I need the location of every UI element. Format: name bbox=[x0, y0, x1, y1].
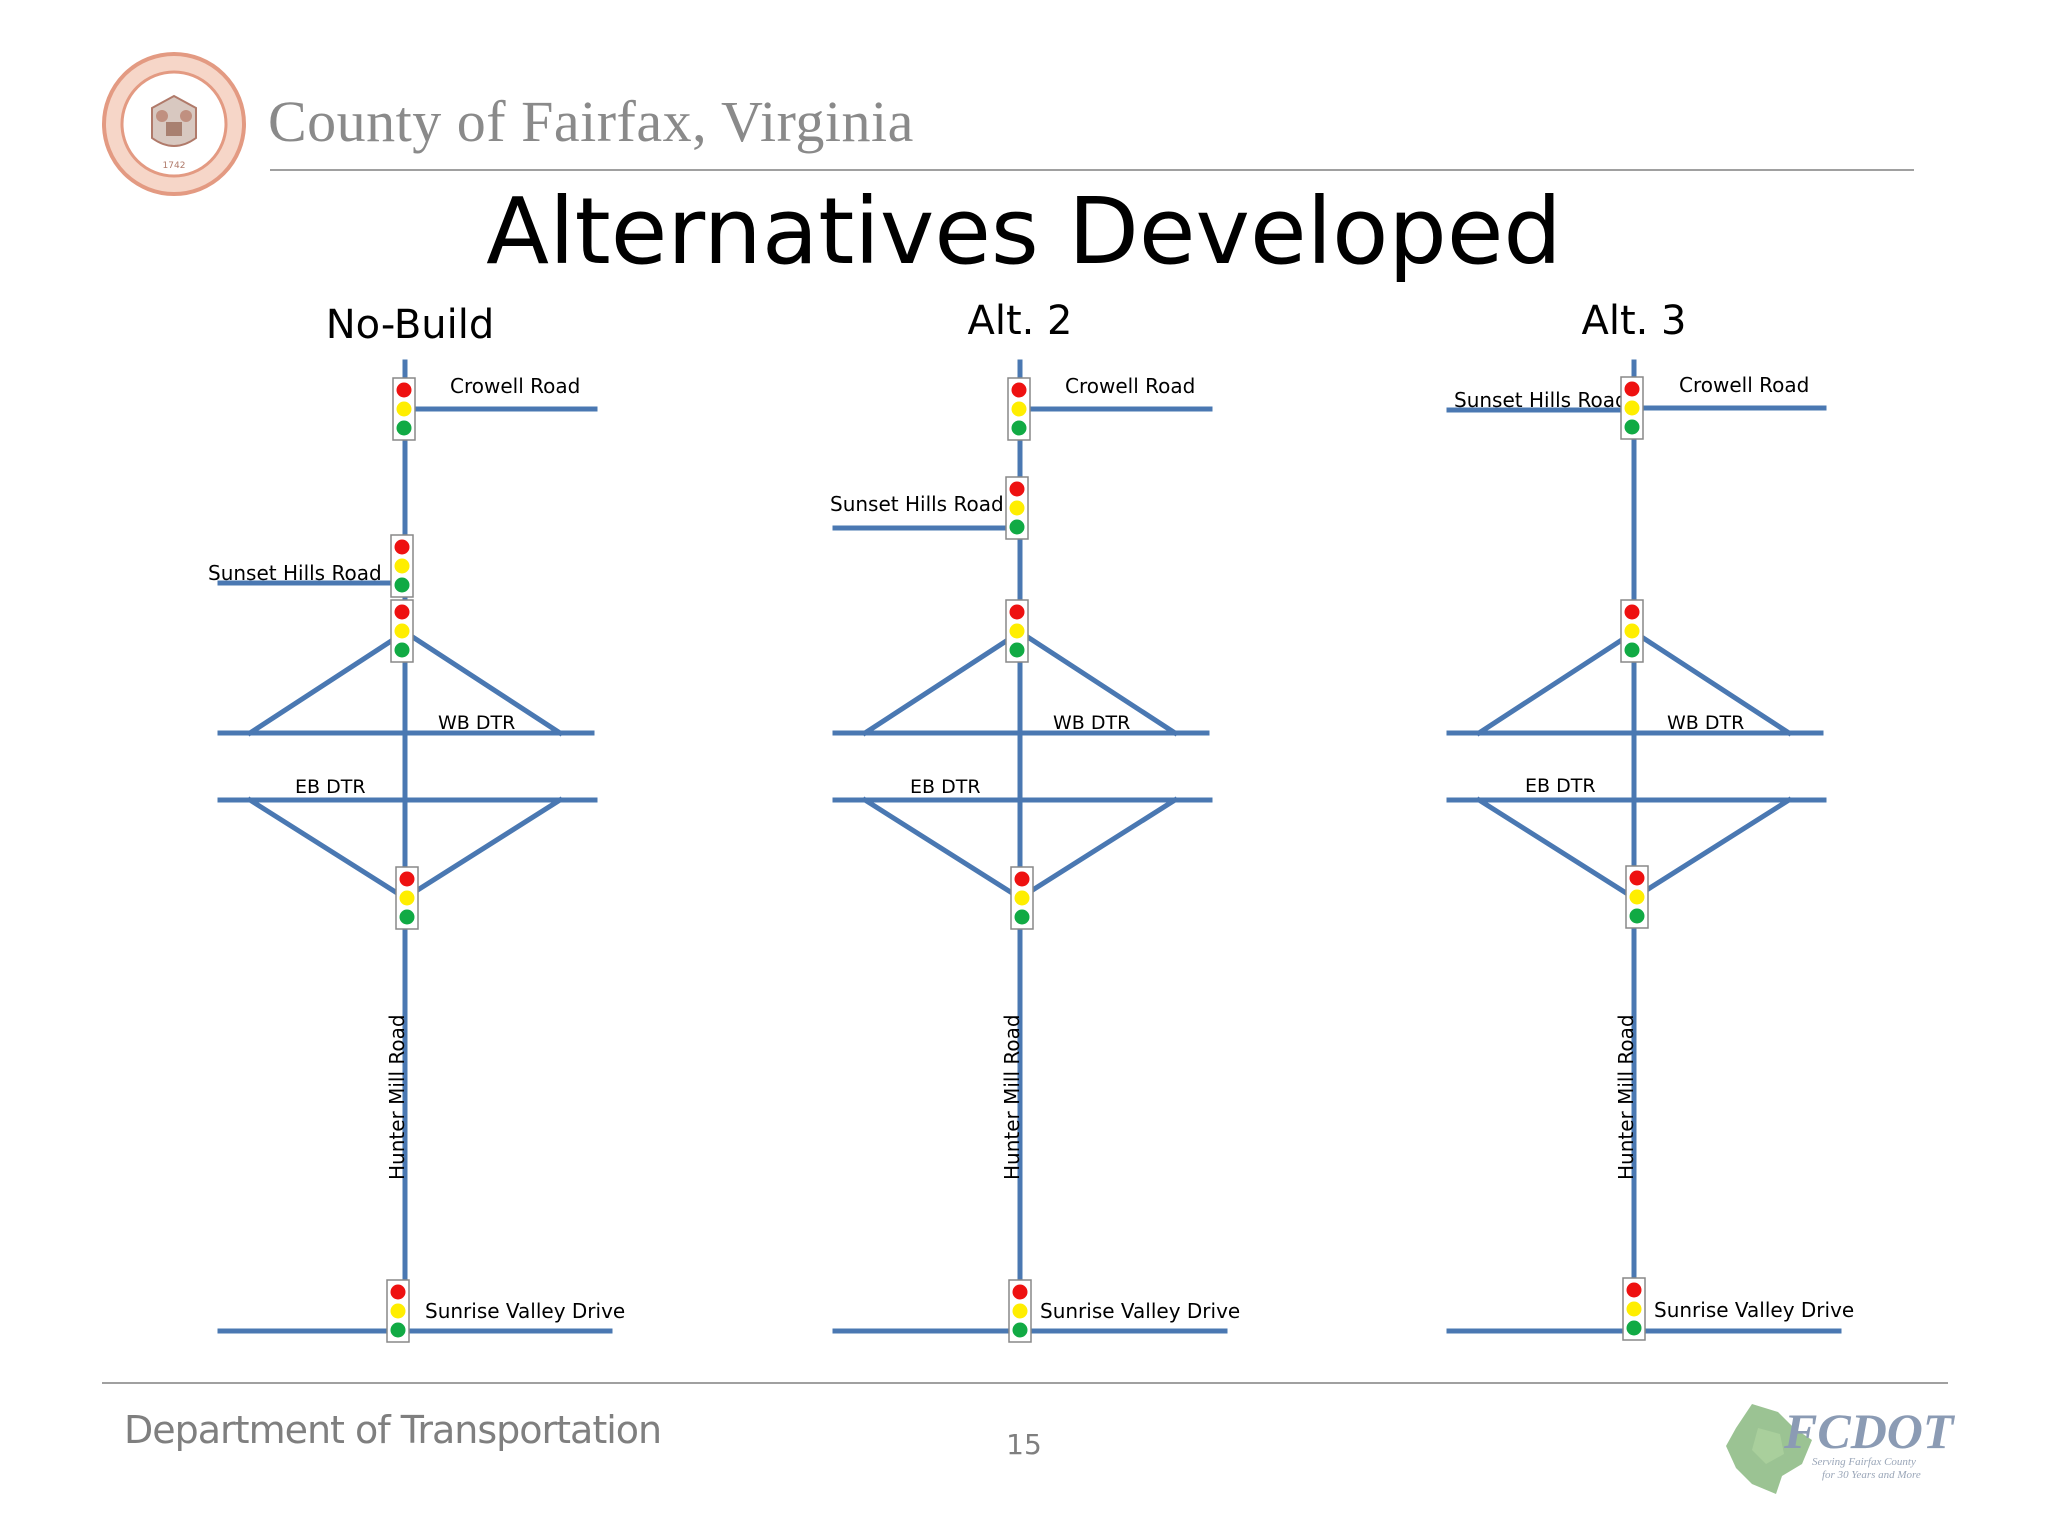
signal-light-yellow bbox=[1014, 890, 1030, 906]
signal-light-green bbox=[1014, 909, 1030, 925]
signal-light-green bbox=[394, 577, 410, 593]
county-name: County of Fairfax, Virginia bbox=[268, 89, 914, 154]
signal-light-green bbox=[1624, 419, 1640, 435]
signal-light-green bbox=[1011, 420, 1027, 436]
label-hunter-mill-road: Hunter Mill Road bbox=[1614, 1014, 1638, 1180]
traffic-signal-crowell bbox=[1620, 376, 1644, 440]
signal-light-yellow bbox=[1012, 1303, 1028, 1319]
label-eb-dtr: EB DTR bbox=[910, 776, 981, 798]
signal-light-green bbox=[1626, 1320, 1642, 1336]
signal-light-yellow bbox=[390, 1303, 406, 1319]
signal-light-green bbox=[390, 1322, 406, 1338]
signal-light-red bbox=[1629, 870, 1645, 886]
label-eb-dtr: EB DTR bbox=[295, 776, 366, 798]
alt-title-alt-2: Alt. 2 bbox=[967, 298, 1073, 344]
signal-light-red bbox=[394, 604, 410, 620]
label-crowell-road: Crowell Road bbox=[1065, 374, 1195, 398]
traffic-signal-eb-dtr bbox=[1625, 865, 1649, 929]
signal-light-green bbox=[1009, 519, 1025, 535]
label-hunter-mill-road: Hunter Mill Road bbox=[1000, 1014, 1024, 1180]
traffic-signal-eb-dtr bbox=[1010, 866, 1034, 930]
traffic-signal-wb-dtr bbox=[1005, 599, 1029, 663]
department-name: Department of Transportation bbox=[124, 1408, 662, 1452]
label-hunter-mill-road: Hunter Mill Road bbox=[385, 1014, 409, 1180]
signal-light-red bbox=[390, 1284, 406, 1300]
signal-light-yellow bbox=[1626, 1301, 1642, 1317]
footer-rule bbox=[102, 1382, 1948, 1384]
traffic-signal-crowell bbox=[1007, 377, 1031, 441]
signal-light-green bbox=[394, 642, 410, 658]
label-crowell-road: Crowell Road bbox=[450, 374, 580, 398]
label-sunset-hills-road: Sunset Hills Road bbox=[208, 561, 382, 585]
signal-light-red bbox=[399, 871, 415, 887]
signal-light-red bbox=[396, 382, 412, 398]
traffic-signal-sunrise-valley bbox=[1622, 1277, 1646, 1341]
signal-light-green bbox=[1624, 642, 1640, 658]
signal-light-red bbox=[394, 539, 410, 555]
fcdot-logo-map-icon bbox=[1726, 1404, 1812, 1494]
signal-light-yellow bbox=[1009, 623, 1025, 639]
diagram-no-build: Crowell Road Sunset Hills Road WB DTR EB… bbox=[208, 359, 625, 1334]
label-wb-dtr: WB DTR bbox=[1053, 712, 1130, 734]
signal-light-red bbox=[1012, 1284, 1028, 1300]
traffic-signal-sunset-hills bbox=[390, 534, 414, 598]
label-eb-dtr: EB DTR bbox=[1525, 775, 1596, 797]
traffic-signals bbox=[386, 376, 1649, 1343]
signal-light-yellow bbox=[1011, 401, 1027, 417]
signal-light-red bbox=[1626, 1282, 1642, 1298]
signal-light-red bbox=[1009, 604, 1025, 620]
label-sunset-hills-road: Sunset Hills Road bbox=[1454, 388, 1628, 412]
signal-light-red bbox=[1011, 382, 1027, 398]
signal-light-yellow bbox=[1009, 500, 1025, 516]
fcdot-tagline: Serving Fairfax County for 30 Years and … bbox=[1812, 1456, 1921, 1482]
alt-title-no-build: No-Build bbox=[325, 302, 495, 348]
traffic-signal-crowell bbox=[392, 377, 416, 441]
fcdot-tagline-1: Serving Fairfax County bbox=[1812, 1456, 1916, 1468]
signal-light-yellow bbox=[1624, 400, 1640, 416]
signal-light-green bbox=[396, 420, 412, 436]
traffic-signal-wb-dtr bbox=[1620, 599, 1644, 663]
alt-title-alt-3: Alt. 3 bbox=[1581, 298, 1687, 344]
traffic-signal-sunrise-valley bbox=[1008, 1279, 1032, 1343]
seal-year: 1742 bbox=[163, 161, 186, 171]
signal-light-yellow bbox=[399, 890, 415, 906]
diagram-alt-3: Crowell Road Sunset Hills Road WB DTR EB… bbox=[1446, 359, 1854, 1334]
fcdot-tagline-2: for 30 Years and More bbox=[1822, 1469, 1921, 1481]
label-wb-dtr: WB DTR bbox=[1667, 712, 1744, 734]
signal-light-red bbox=[1624, 381, 1640, 397]
signal-light-red bbox=[1014, 871, 1030, 887]
traffic-signal-sunrise-valley bbox=[386, 1279, 410, 1343]
header-rule bbox=[270, 169, 1914, 171]
page-number: 15 bbox=[1006, 1428, 1042, 1461]
signal-light-yellow bbox=[1624, 623, 1640, 639]
label-sunrise-valley-drive: Sunrise Valley Drive bbox=[1040, 1299, 1240, 1323]
signal-light-red bbox=[1009, 481, 1025, 497]
signal-light-red bbox=[1624, 604, 1640, 620]
label-crowell-road: Crowell Road bbox=[1679, 373, 1809, 397]
signal-light-yellow bbox=[396, 401, 412, 417]
signal-light-yellow bbox=[394, 623, 410, 639]
label-sunset-hills-road: Sunset Hills Road bbox=[830, 492, 1004, 516]
signal-light-green bbox=[1009, 642, 1025, 658]
diagram-alt-2: Crowell Road Sunset Hills Road WB DTR EB… bbox=[830, 359, 1240, 1334]
traffic-signal-eb-dtr bbox=[395, 866, 419, 930]
label-sunrise-valley-drive: Sunrise Valley Drive bbox=[1654, 1298, 1854, 1322]
signal-light-yellow bbox=[1629, 889, 1645, 905]
traffic-signal-sunset-hills bbox=[1005, 476, 1029, 540]
signal-light-green bbox=[1629, 908, 1645, 924]
fcdot-logo-text: FCDOT bbox=[1784, 1403, 1954, 1459]
signal-light-green bbox=[399, 909, 415, 925]
label-wb-dtr: WB DTR bbox=[438, 712, 515, 734]
slide-title: Alternatives Developed bbox=[486, 178, 1562, 285]
signal-light-green bbox=[1012, 1322, 1028, 1338]
signal-light-yellow bbox=[394, 558, 410, 574]
traffic-signal-wb-dtr bbox=[390, 599, 414, 663]
county-seal: 1742 bbox=[102, 52, 246, 196]
label-sunrise-valley-drive: Sunrise Valley Drive bbox=[425, 1299, 625, 1323]
